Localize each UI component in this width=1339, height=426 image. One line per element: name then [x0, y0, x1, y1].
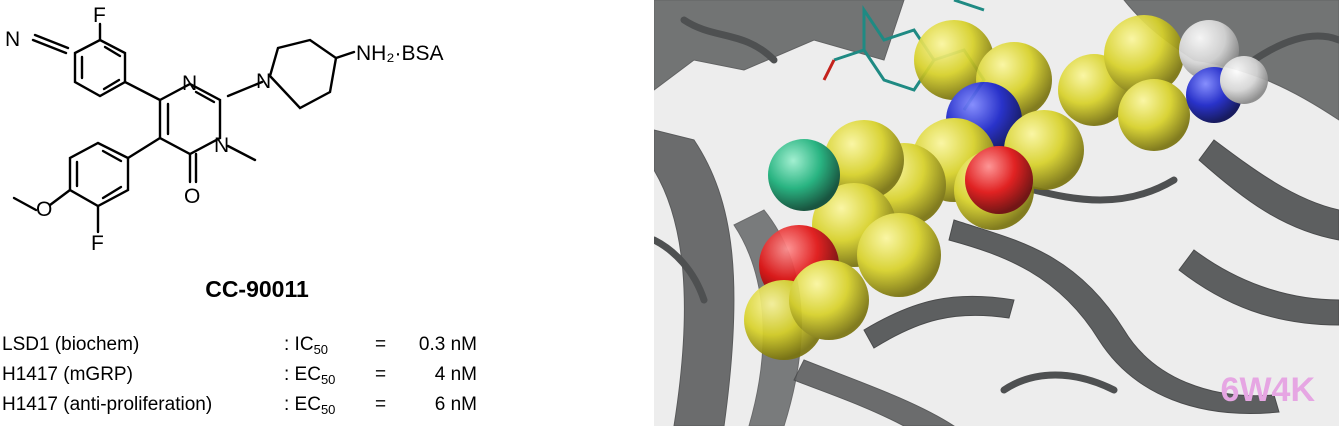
crystal-structure-panel: 6W4K	[654, 0, 1339, 426]
methoxy-oxygen-label: O	[36, 198, 52, 221]
assay-equals: =	[375, 334, 387, 355]
assay-value: 0.3 nM	[418, 334, 477, 355]
fluorine-top-label: F	[93, 4, 106, 27]
fluorine-bottom-label: F	[91, 232, 104, 255]
assay-metric: : IC50	[284, 334, 329, 357]
chemical-structure: N F N N O N NH₂·BSA O F	[5, 4, 444, 255]
compound-name: CC-90011	[205, 276, 309, 302]
pyrimidine-nitrogen-label: N	[182, 72, 197, 95]
assay-label: H1417 (mGRP)	[2, 364, 133, 385]
inhibitor-spacefill	[744, 15, 1268, 360]
piperidine-nitrogen-label: N	[256, 70, 271, 93]
assay-value: 4 nM	[434, 364, 477, 385]
assay-metric: : EC50	[284, 364, 336, 387]
methyl-nitrogen-label: N	[214, 134, 229, 157]
assay-metric: : EC50	[284, 394, 336, 417]
pdb-id-label: 6W4K	[1220, 371, 1315, 409]
assay-label: LSD1 (biochem)	[2, 334, 140, 355]
crystal-structure-render	[654, 0, 1339, 426]
assay-equals: =	[375, 394, 387, 415]
carbonyl-oxygen-label: O	[184, 185, 200, 208]
assay-value: 6 nM	[434, 394, 477, 415]
compound-panel: N F N N O N NH₂·BSA O F CC-90011 LSD1 (b…	[0, 0, 640, 426]
nitrile-nitrogen-label: N	[5, 28, 20, 51]
assay-label: H1417 (anti-proliferation)	[2, 394, 213, 415]
assay-equals: =	[375, 364, 387, 385]
amine-salt-label: NH₂·BSA	[356, 42, 444, 65]
